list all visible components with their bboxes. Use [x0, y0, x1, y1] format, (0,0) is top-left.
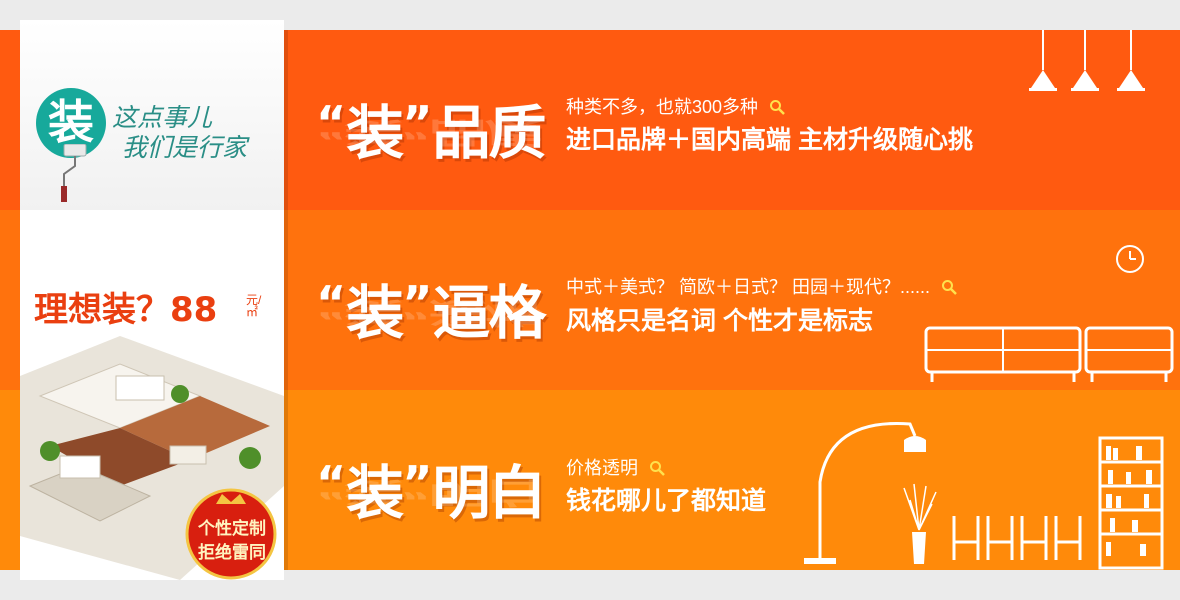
search-icon[interactable] — [649, 460, 665, 476]
search-icon[interactable] — [769, 99, 785, 115]
quality-big-text: 进口品牌＋国内高端 主材升级随心挑 — [566, 126, 973, 154]
band-divider — [284, 30, 288, 570]
transparency-big-text: 钱花哪儿了都知道 — [566, 487, 767, 515]
transparency-heading-reflection: “装”明白 — [316, 475, 541, 510]
search-icon[interactable] — [941, 279, 957, 295]
style-heading-reflection: “装”逼格 — [316, 295, 541, 330]
transparency-heading: “装”明白 — [316, 456, 547, 527]
pendant-lamp-icon — [1029, 30, 1145, 91]
quality-heading: “装”品质 — [316, 96, 547, 167]
floorplan-image — [20, 336, 284, 580]
style-big-text: 风格只是名词 个性才是标志 — [566, 307, 873, 335]
style-heading: “装”逼格 — [316, 276, 547, 347]
promo-unit: 元/㎡ — [246, 293, 262, 319]
badge-seal-icon — [185, 488, 277, 580]
quality-small-text: 种类不多，也就300多种 — [566, 93, 785, 119]
seal-line-2: 拒绝雷同 — [198, 543, 266, 563]
sofa-icon — [924, 326, 1174, 382]
style-small-text: 中式＋美式？ 简欧＋日式？ 田园＋现代？...... — [566, 273, 957, 299]
seal-line-1: 个性定制 — [198, 519, 266, 539]
bookshelf-icon — [1098, 436, 1164, 570]
floor-lamp-icon — [804, 421, 926, 564]
clock-icon — [1116, 245, 1144, 273]
slogan-line-2: 我们是行家 — [122, 133, 248, 162]
quality-heading-reflection: “装”品质 — [316, 115, 541, 150]
left-panel: 装 这点事儿 我们是行家 理想装？88 元/㎡ 个性定制 拒绝雷同 — [20, 20, 284, 580]
promo-title: 理想装？88 — [34, 290, 218, 330]
transparency-small-text: 价格透明 — [566, 454, 665, 480]
slogan-line-1: 这点事儿 — [112, 103, 213, 132]
chair-icon — [952, 516, 1082, 560]
vase-icon — [903, 483, 937, 564]
paint-roller-icon — [61, 144, 87, 202]
